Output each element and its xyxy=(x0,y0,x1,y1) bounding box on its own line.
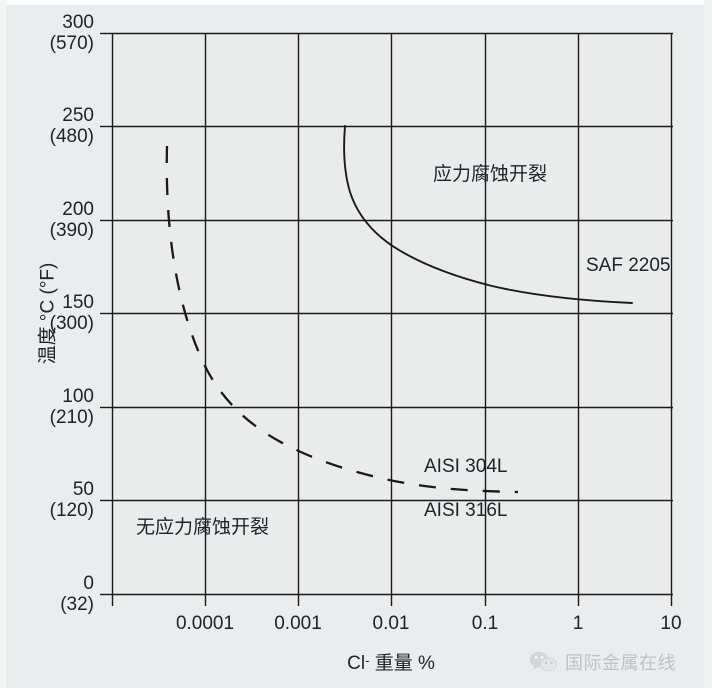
annotation-stress-corrosion-cracking: 应力腐蚀开裂 xyxy=(433,164,548,185)
x-axis-title-ion: Cl xyxy=(347,653,366,674)
annotation-aisi-304l: AISI 304L xyxy=(424,456,508,477)
page-top-edge xyxy=(0,0,712,5)
y-tick-150: 150 (300) xyxy=(49,292,94,334)
y-tick-300: 300 (570) xyxy=(49,12,94,54)
y-tick-0: 0 (32) xyxy=(60,573,94,615)
watermark-text: 国际金属在线 xyxy=(565,653,676,673)
x-tick-0.0001: 0.0001 xyxy=(175,613,235,634)
page-left-edge xyxy=(0,0,6,688)
y-tick-50: 50 (120) xyxy=(49,479,94,521)
annotation-aisi-316l: AISI 316L xyxy=(424,500,508,521)
curve-saf-2205 xyxy=(343,125,633,304)
x-axis-title: Cl- 重量 % xyxy=(276,648,506,675)
x-tick-0.1: 0.1 xyxy=(471,613,499,634)
x-tick-0.01: 0.01 xyxy=(372,613,410,634)
page-right-edge xyxy=(704,0,712,688)
y-tick-200: 200 (390) xyxy=(49,199,94,241)
y-tick-100: 100 (210) xyxy=(49,386,94,428)
horizontal-gridlines xyxy=(112,32,673,596)
annotation-no-stress-corrosion-cracking: 无应力腐蚀开裂 xyxy=(136,517,270,538)
x-tick-10: 10 xyxy=(660,613,682,634)
curve-aisi-304l-316l xyxy=(165,145,519,494)
x-tick-0.001: 0.001 xyxy=(274,613,322,634)
y-tick-250: 250 (480) xyxy=(49,105,94,147)
x-axis-ticks xyxy=(111,594,673,606)
wechat-icon xyxy=(529,651,557,673)
x-axis-title-unit: 重量 % xyxy=(369,653,435,674)
y-axis-title: 温度 °C (°F) xyxy=(37,262,59,365)
x-axis-title-charge: - xyxy=(365,653,370,668)
x-tick-1: 1 xyxy=(572,613,584,634)
annotation-saf-2205: SAF 2205 xyxy=(586,255,671,276)
watermark: 国际金属在线 xyxy=(528,649,676,675)
y-axis-ticks xyxy=(100,32,112,596)
